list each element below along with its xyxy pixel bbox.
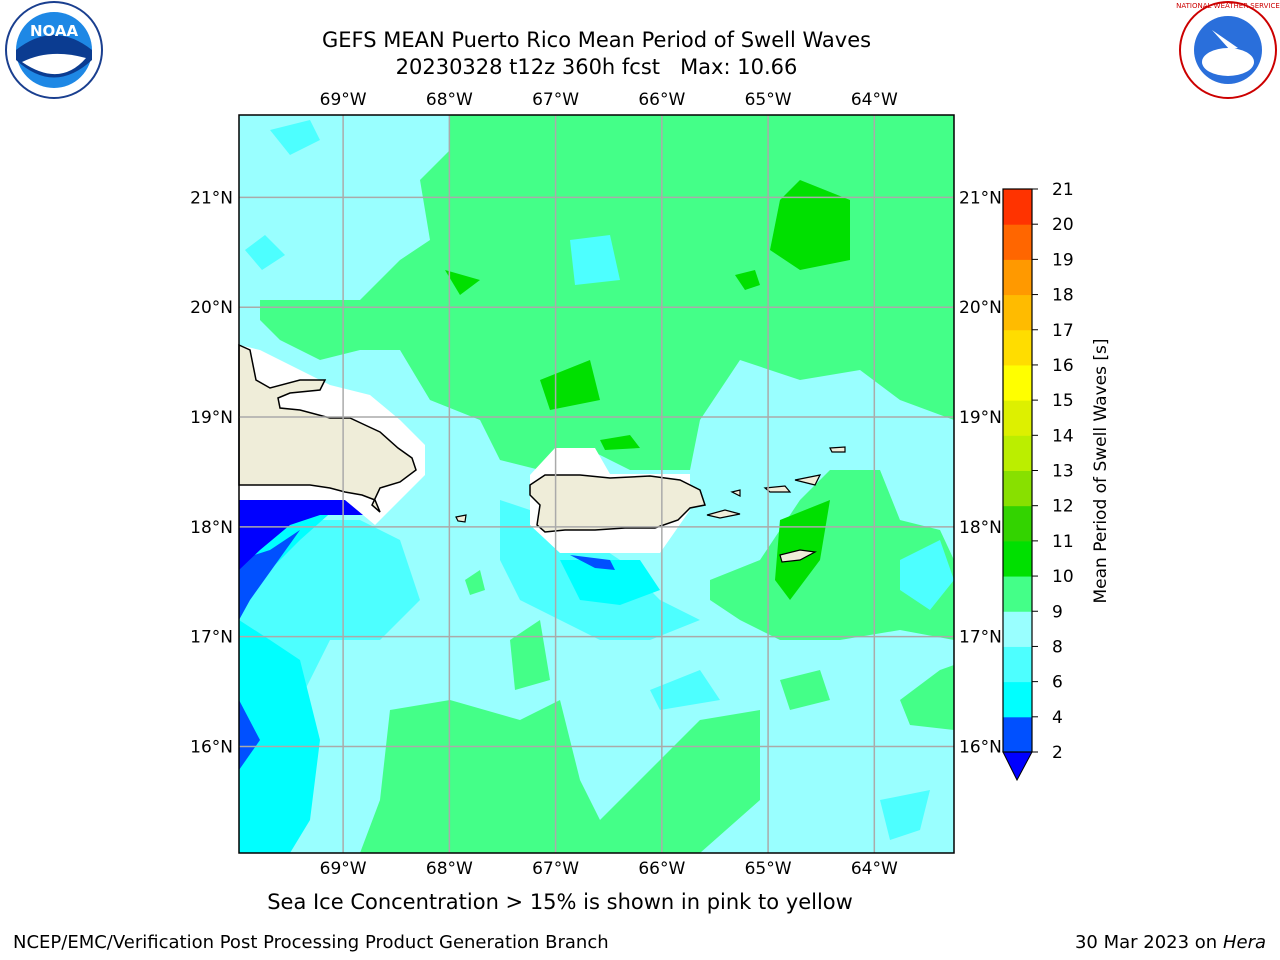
colorbar-segment [1003, 189, 1032, 225]
colorbar-tick-label: 6 [1052, 673, 1063, 693]
colorbar-tick-label: 4 [1052, 708, 1063, 728]
credit-date: 30 Mar 2023 on [1074, 932, 1218, 953]
colorbar-segment [1003, 646, 1032, 683]
forecast-run: 20230328 t12z 360h fcst [395, 55, 661, 79]
lon-tick-label: 66°W [638, 859, 685, 879]
land-st-croix [779, 549, 817, 563]
lat-tick-labels-left: 21°N 20°N 19°N 18°N 17°N 16°N [190, 188, 233, 757]
lat-tick-label: 18°N [190, 518, 233, 538]
lon-tick-label: 65°W [745, 859, 792, 879]
colorbar-segment [1003, 540, 1032, 577]
colorbar-segment [1003, 611, 1032, 647]
lon-tick-label: 66°W [638, 90, 685, 110]
lon-tick-labels-bottom: 69°W 68°W 67°W 66°W 65°W 64°W [320, 859, 898, 879]
colorbar-tick-label: 12 [1052, 497, 1074, 517]
nws-logo-text: NATIONAL WEATHER SERVICE [1176, 2, 1280, 10]
noaa-logo: NOAA [5, 1, 103, 99]
credit-right: 30 Mar 2023 on Hera [1075, 932, 1266, 953]
colorbar-segment [1003, 505, 1032, 542]
colorbar-tick-label: 9 [1052, 602, 1063, 622]
lat-tick-label: 16°N [190, 737, 233, 757]
lat-tick-label: 21°N [190, 188, 233, 208]
colorbar-tick-label: 18 [1052, 286, 1074, 306]
lat-tick-label: 18°N [959, 518, 1002, 538]
colorbar-tick-label: 21 [1052, 180, 1074, 200]
contour-band-9-10-south [710, 470, 954, 640]
colorbar-tick-label: 2 [1052, 743, 1063, 763]
contour-band-8-9 [239, 520, 420, 853]
colorbar-segment [1003, 364, 1032, 401]
chart-title: GEFS MEAN Puerto Rico Mean Period of Swe… [321, 28, 872, 52]
chart-subtitle: 20230328 t12z 360h fcst Max: 10.66 [0, 54, 1193, 80]
colorbar-tick-label: 15 [1052, 391, 1074, 411]
colorbar-tick-label: 13 [1052, 462, 1074, 482]
colorbar-tick-label: 11 [1052, 532, 1074, 552]
lon-tick-label: 64°W [851, 90, 898, 110]
map-frame [238, 114, 955, 854]
colorbar-tick-label: 8 [1052, 637, 1063, 657]
lon-tick-label: 69°W [320, 90, 367, 110]
colorbar-segment [1003, 716, 1032, 753]
credit-left: NCEP/EMC/Verification Post Processing Pr… [13, 932, 609, 953]
noaa-logo-text: NOAA [30, 22, 79, 40]
colorbar-segment [1003, 470, 1032, 507]
colorbar-segment [1003, 294, 1032, 331]
colorbar-segment [1003, 259, 1032, 296]
colorbar-tick-label: 17 [1052, 321, 1074, 341]
lat-tick-label: 17°N [959, 628, 1002, 648]
max-value: Max: 10.66 [680, 55, 798, 79]
colorbar-segment [1003, 400, 1032, 436]
colorbar-segment [1003, 224, 1032, 260]
lon-tick-label: 69°W [320, 859, 367, 879]
lat-tick-label: 20°N [190, 298, 233, 318]
contour-band-10-11 [770, 180, 850, 270]
lon-tick-label: 68°W [426, 859, 473, 879]
credit-host: Hera [1222, 932, 1266, 953]
colorbar-segments [1003, 189, 1032, 753]
lon-tick-label: 64°W [851, 859, 898, 879]
lat-tick-label: 20°N [959, 298, 1002, 318]
colorbar-tick-label: 16 [1052, 356, 1074, 376]
colorbar-under-triangle [1002, 751, 1033, 782]
lon-tick-label: 68°W [426, 90, 473, 110]
lat-tick-label: 19°N [190, 408, 233, 428]
colorbar-tick-label: 20 [1052, 215, 1074, 235]
colorbar-tick-label: 14 [1052, 426, 1074, 446]
land-vieques [706, 509, 741, 519]
colorbar-tick-label: 19 [1052, 250, 1074, 270]
lat-tick-label: 21°N [959, 188, 1002, 208]
lon-tick-label: 65°W [745, 90, 792, 110]
sea-ice-note: Sea Ice Concentration > 15% is shown in … [267, 890, 853, 914]
map-gridlines [239, 115, 954, 853]
lat-tick-label: 17°N [190, 628, 233, 648]
nws-logo: NATIONAL WEATHER SERVICE [1176, 1, 1280, 99]
lon-tick-labels-top: 69°W 68°W 67°W 66°W 65°W 64°W [320, 90, 898, 110]
lat-tick-label: 19°N [959, 408, 1002, 428]
colorbar-segment [1003, 576, 1032, 612]
lon-tick-label: 67°W [532, 859, 579, 879]
colorbar-segment [1003, 329, 1032, 366]
lat-tick-label: 16°N [959, 737, 1002, 757]
colorbar-tick-labels: 2 4 6 8 9 10 11 12 13 14 15 16 17 18 19 20 21 [1032, 180, 1074, 763]
lon-tick-label: 67°W [532, 90, 579, 110]
colorbar: 2 4 6 8 9 10 11 12 13 14 15 16 17 18 19 20 21 Mean Perio… [1002, 180, 1111, 782]
map-area: 69°W 68°W 67°W 66°W 65°W 64°W 69°W 68°W 67°W 66°… [190, 90, 1002, 879]
colorbar-segment [1003, 681, 1032, 718]
lat-tick-labels-right: 21°N 20°N 19°N 18°N 17°N 16°N [959, 188, 1002, 757]
colorbar-tick-label: 10 [1052, 567, 1074, 587]
colorbar-segment [1003, 435, 1032, 471]
colorbar-label: Mean Period of Swell Waves [s] [1091, 339, 1111, 604]
